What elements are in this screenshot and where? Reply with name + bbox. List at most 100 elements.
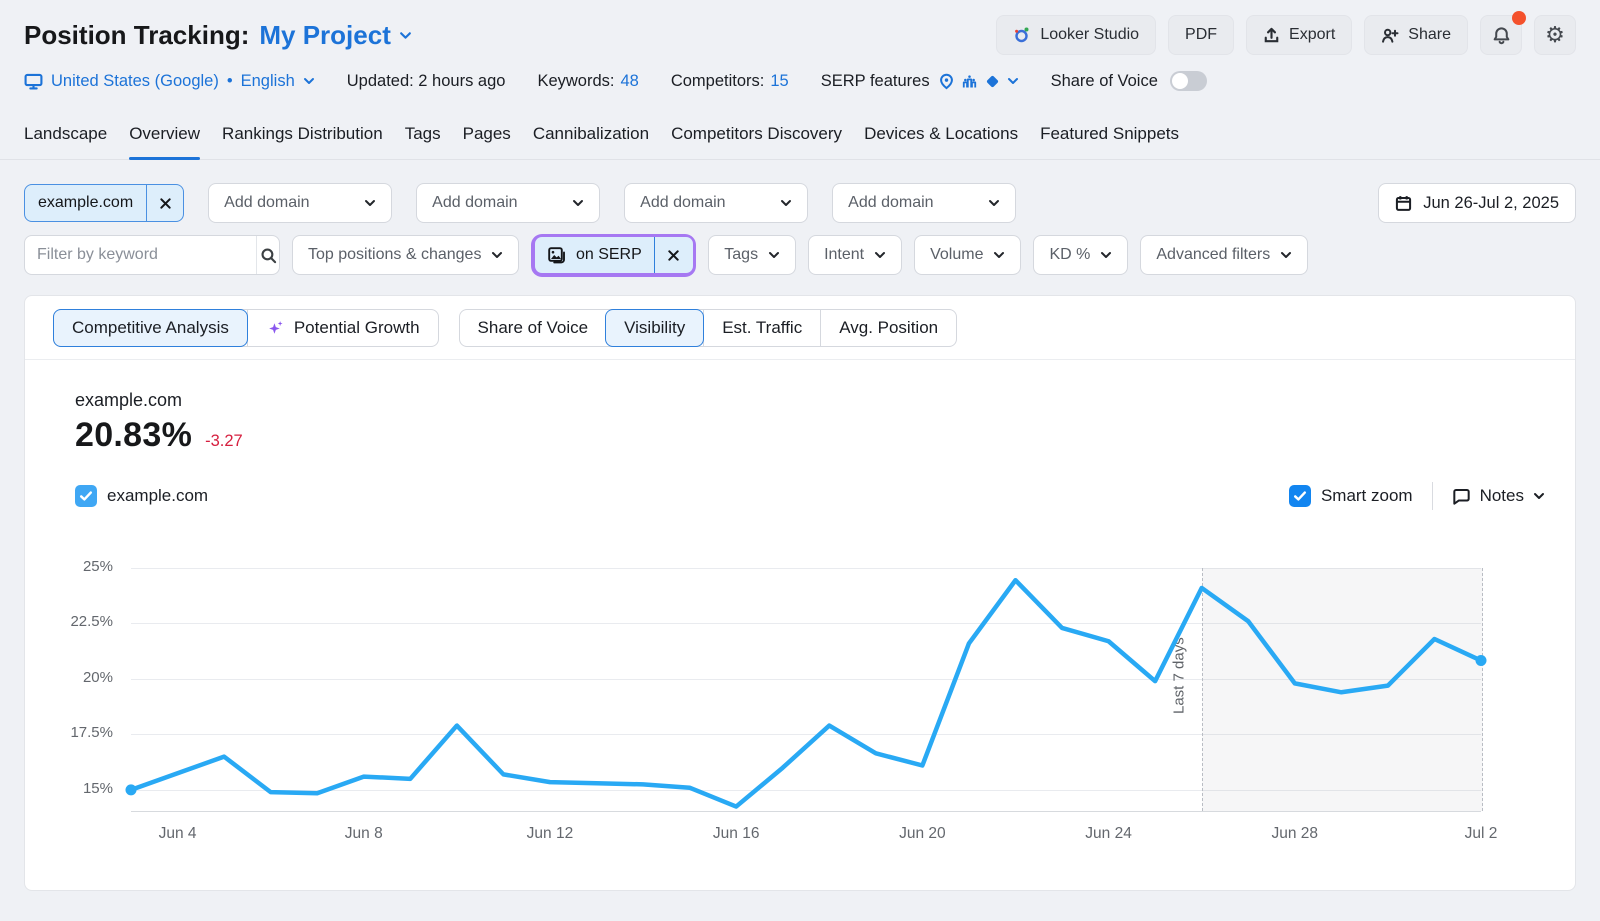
chevron-down-icon xyxy=(993,251,1005,259)
visibility-metric-tab[interactable]: Visibility xyxy=(605,309,704,347)
est-traffic-metric-tab[interactable]: Est. Traffic xyxy=(703,310,820,346)
sitelinks-icon xyxy=(961,73,978,90)
share-label: Share xyxy=(1408,26,1451,44)
visibility-line-svg xyxy=(131,568,1481,811)
y-axis-label: 20% xyxy=(25,669,113,686)
remove-domain-button[interactable] xyxy=(146,185,183,221)
share-of-voice-toggle[interactable] xyxy=(1170,71,1207,91)
tab-overview[interactable]: Overview xyxy=(129,118,200,159)
looker-studio-button[interactable]: Looker Studio xyxy=(996,15,1156,55)
chevron-down-icon xyxy=(768,251,780,259)
avg-position-metric-label: Avg. Position xyxy=(839,318,938,338)
tab-featured-snippets[interactable]: Featured Snippets xyxy=(1040,118,1179,159)
potential-growth-tab[interactable]: Potential Growth xyxy=(247,310,438,346)
header: Position Tracking: My Project Looker Stu… xyxy=(0,16,1600,54)
overview-chart-card: Competitive Analysis Potential Growth Sh… xyxy=(24,295,1576,891)
tab-landscape[interactable]: Landscape xyxy=(24,118,107,159)
project-meta: United States (Google) • English Updated… xyxy=(0,66,1600,96)
notes-icon xyxy=(1452,488,1471,505)
notes-dropdown[interactable]: Notes xyxy=(1452,486,1545,506)
competitors-label: Competitors: xyxy=(671,72,765,91)
pdf-button[interactable]: PDF xyxy=(1168,15,1234,55)
tab-label: Featured Snippets xyxy=(1040,124,1179,143)
smart-zoom-label: Smart zoom xyxy=(1321,486,1413,506)
x-axis-label: Jun 12 xyxy=(527,825,574,843)
advanced-filters-label: Advanced filters xyxy=(1156,246,1270,264)
export-icon xyxy=(1263,27,1280,44)
data-point-marker xyxy=(1476,655,1487,666)
settings-button[interactable]: ⚙ xyxy=(1534,15,1576,55)
updated-label: Updated: 2 hours ago xyxy=(347,72,506,91)
notifications-button[interactable] xyxy=(1480,15,1522,55)
chevron-down-icon xyxy=(988,199,1000,207)
add-domain-dropdown-4[interactable]: Add domain xyxy=(832,183,1016,223)
share-of-voice-metric-tab[interactable]: Share of Voice xyxy=(460,310,607,346)
on-serp-chip-content: on SERP xyxy=(535,246,654,265)
tab-rankings-distribution[interactable]: Rankings Distribution xyxy=(222,118,383,159)
domain-chip: example.com xyxy=(24,184,184,222)
domain-series-checkbox[interactable] xyxy=(75,485,97,507)
chart-plot[interactable]: Last 7 days xyxy=(131,568,1481,812)
visibility-metric-label: Visibility xyxy=(624,318,685,338)
notes-label: Notes xyxy=(1480,486,1524,506)
x-axis-label: Jun 4 xyxy=(159,825,197,843)
looker-studio-icon xyxy=(1013,26,1031,44)
on-serp-filter-chip: on SERP xyxy=(535,237,693,273)
export-button[interactable]: Export xyxy=(1246,15,1352,55)
share-person-icon xyxy=(1381,27,1399,44)
share-of-voice-metric-label: Share of Voice xyxy=(478,318,589,338)
visibility-value: 20.83% xyxy=(75,416,192,455)
tab-pages[interactable]: Pages xyxy=(463,118,511,159)
chevron-down-icon xyxy=(364,199,376,207)
language-label: English xyxy=(241,72,295,91)
keyword-filter-input[interactable] xyxy=(25,246,256,264)
tab-competitors-discovery[interactable]: Competitors Discovery xyxy=(671,118,842,159)
chevron-down-icon xyxy=(874,251,886,259)
chevron-down-icon xyxy=(1533,492,1545,500)
competitive-analysis-tab[interactable]: Competitive Analysis xyxy=(53,309,248,347)
intent-dropdown[interactable]: Intent xyxy=(808,235,902,275)
y-axis-label: 25% xyxy=(25,558,113,575)
add-domain-dropdown-3[interactable]: Add domain xyxy=(624,183,808,223)
y-axis-label: 22.5% xyxy=(25,613,113,630)
serp-features-selector[interactable]: SERP features xyxy=(821,72,1019,91)
competitors-value[interactable]: 15 xyxy=(770,72,788,91)
keywords-value[interactable]: 48 xyxy=(620,72,638,91)
project-name: My Project xyxy=(259,20,391,51)
est-traffic-metric-label: Est. Traffic xyxy=(722,318,802,338)
bell-icon xyxy=(1492,26,1511,45)
pdf-label: PDF xyxy=(1185,26,1217,44)
top-positions-dropdown[interactable]: Top positions & changes xyxy=(292,235,519,275)
add-domain-dropdown-2[interactable]: Add domain xyxy=(416,183,600,223)
data-point-marker xyxy=(126,784,137,795)
monitor-icon xyxy=(24,73,43,90)
avg-position-metric-tab[interactable]: Avg. Position xyxy=(820,310,956,346)
share-button[interactable]: Share xyxy=(1364,15,1468,55)
volume-dropdown[interactable]: Volume xyxy=(914,235,1021,275)
nav-tabs: Landscape Overview Rankings Distribution… xyxy=(0,118,1600,159)
add-domain-dropdown-1[interactable]: Add domain xyxy=(208,183,392,223)
tab-devices-locations[interactable]: Devices & Locations xyxy=(864,118,1018,159)
chevron-down-icon xyxy=(1007,77,1019,85)
tags-dropdown[interactable]: Tags xyxy=(708,235,796,275)
search-icon[interactable] xyxy=(256,236,279,274)
tab-cannibalization[interactable]: Cannibalization xyxy=(533,118,649,159)
chevron-down-icon xyxy=(303,77,315,85)
toggle-knob xyxy=(1172,73,1188,89)
visibility-chart: Last 7 days 15%17.5%20%22.5%25%Jun 4Jun … xyxy=(25,543,1575,890)
volume-label: Volume xyxy=(930,246,983,264)
tab-label: Overview xyxy=(129,124,200,143)
project-selector[interactable]: My Project xyxy=(259,20,412,51)
smart-zoom-checkbox[interactable] xyxy=(1289,485,1311,507)
kd-dropdown[interactable]: KD % xyxy=(1033,235,1128,275)
remove-on-serp-button[interactable] xyxy=(654,237,693,273)
sparkle-icon xyxy=(266,319,285,338)
add-domain-label: Add domain xyxy=(848,194,933,212)
keywords-label: Keywords: xyxy=(537,72,614,91)
tab-label: Devices & Locations xyxy=(864,124,1018,143)
tab-tags[interactable]: Tags xyxy=(405,118,441,159)
keyword-filter xyxy=(24,235,280,275)
date-range-picker[interactable]: Jun 26-Jul 2, 2025 xyxy=(1378,183,1576,223)
advanced-filters-dropdown[interactable]: Advanced filters xyxy=(1140,235,1308,275)
location-language-selector[interactable]: United States (Google) • English xyxy=(24,72,315,91)
